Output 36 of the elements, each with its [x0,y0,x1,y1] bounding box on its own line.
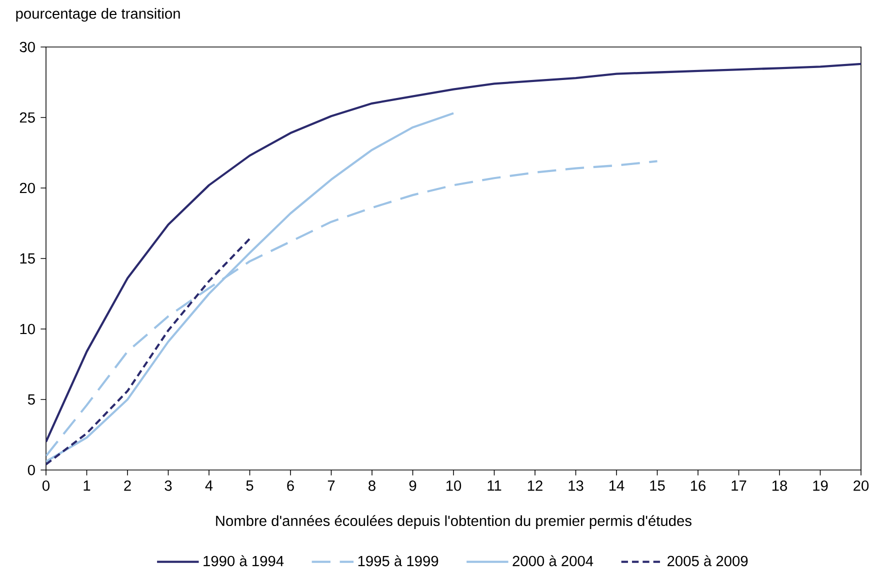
y-tick-label: 20 [20,182,35,194]
x-tick-label: 8 [368,480,376,491]
x-tick-label: 19 [813,480,828,491]
y-axis-title: pourcentage de transition [16,8,180,22]
x-tick-label: 5 [246,480,254,491]
line-series [46,238,251,466]
x-tick-label: 7 [328,480,335,491]
y-tick-label: 0 [28,464,35,476]
x-tick-label: 1 [84,480,90,491]
legend-label: 2000 à 2004 [512,555,594,566]
y-tick-label: 30 [20,42,35,52]
x-tick-label: 18 [772,480,788,491]
y-tick-label: 25 [20,112,35,123]
x-tick-label: 6 [287,480,294,491]
x-tick-label: 12 [528,480,542,491]
line-series [46,62,862,443]
x-tick-label: 11 [488,480,502,491]
x-tick-label: 17 [732,480,746,491]
x-tick-label: 0 [42,480,50,491]
x-tick-label: 20 [854,480,869,491]
y-tick-label: 10 [20,324,35,334]
x-tick-label: 3 [164,480,172,491]
legend-label: 1990 à 1994 [204,555,284,566]
y-tick-label: 5 [28,394,35,405]
x-tick-label: 4 [205,480,213,491]
x-tick-label: 15 [650,480,665,491]
x-tick-label: 9 [409,480,416,491]
legend-label: 2005 à 2009 [668,555,748,566]
x-tick-label: 2 [124,480,131,491]
legend-label: 1995 à 1999 [358,555,438,566]
x-tick-label: 10 [446,480,462,491]
x-tick-label: 14 [609,480,624,491]
x-tick-label: 16 [690,480,706,491]
y-tick-label: 15 [20,253,35,264]
x-tick-label: 13 [568,480,584,491]
x-axis-title: Nombre d'années écoulées depuis l'obtention du premier permis d'études [216,515,692,529]
